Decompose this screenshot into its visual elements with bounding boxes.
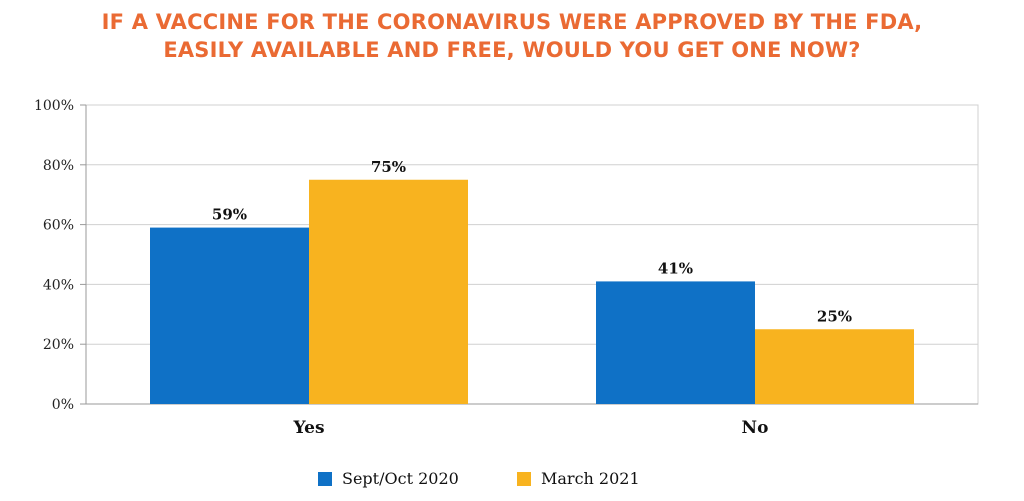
y-tick-label: 20% [43,337,74,353]
x-category-label: Yes [292,418,324,438]
legend-label-series-2: March 2021 [541,469,640,488]
bar-yes-series-2 [309,179,468,404]
chart-title-line-1: IF A VACCINE FOR THE CORONAVIRUS WERE AP… [101,10,923,34]
bar-no-series-2 [755,329,914,404]
legend-swatch-series-2 [517,472,531,486]
y-tick-label: 100% [34,98,74,114]
data-label: 75% [371,158,406,176]
y-tick-label: 60% [43,218,74,234]
y-tick-label: 40% [43,277,74,293]
chart-title-line-2: EASILY AVAILABLE AND FREE, WOULD YOU GET… [163,38,861,62]
bar-yes-series-1 [150,227,309,404]
legend-swatch-series-1 [318,472,332,486]
data-label: 41% [658,259,693,277]
y-tick-label: 80% [43,158,74,174]
data-label: 25% [817,307,852,325]
x-category-label: No [742,418,769,438]
bar-no-series-1 [596,281,755,404]
y-tick-label: 0% [52,397,74,413]
data-label: 59% [212,206,247,224]
chart-title: IF A VACCINE FOR THE CORONAVIRUS WERE AP… [0,8,1024,64]
legend-label-series-1: Sept/Oct 2020 [342,469,459,488]
